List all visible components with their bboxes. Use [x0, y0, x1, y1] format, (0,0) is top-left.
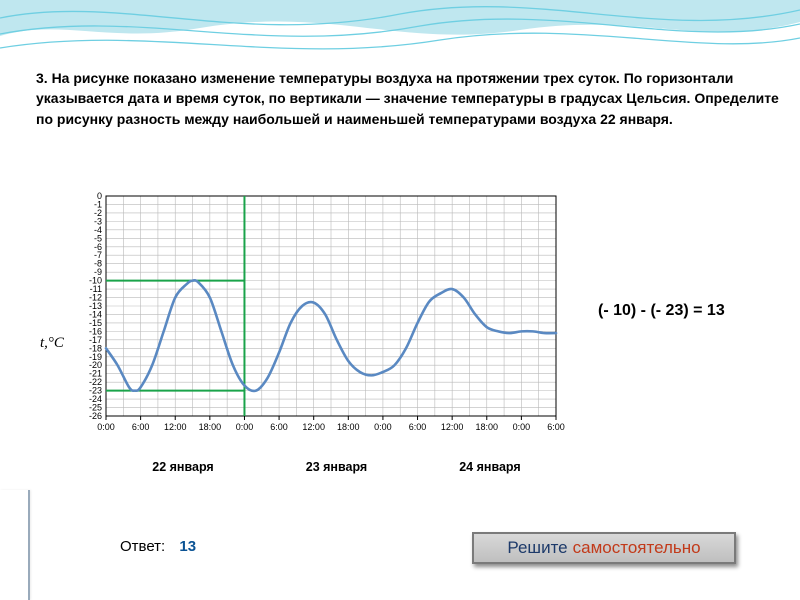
- date-labels: 22 января 23 января 24 января: [108, 460, 565, 474]
- date-3: 24 января: [415, 460, 565, 474]
- calc-result: = 13: [693, 302, 725, 319]
- svg-text:0:00: 0:00: [374, 422, 392, 432]
- svg-text:12:00: 12:00: [164, 422, 187, 432]
- svg-text:6:00: 6:00: [270, 422, 288, 432]
- svg-text:0:00: 0:00: [97, 422, 115, 432]
- temperature-chart: 0-1-2-3-4-5-6-7-8-9-10-11-12-13-14-15-16…: [36, 186, 576, 446]
- button-text-1: Решите: [507, 538, 567, 558]
- calc-lhs: (- 10) - (- 23): [598, 302, 689, 319]
- svg-text:0:00: 0:00: [236, 422, 254, 432]
- left-page-edge: [0, 490, 30, 600]
- date-1: 22 января: [108, 460, 258, 474]
- svg-text:-26: -26: [89, 411, 102, 421]
- problem-text: 3. На рисунке показано изменение темпера…: [36, 68, 784, 129]
- svg-text:6:00: 6:00: [132, 422, 150, 432]
- date-2: 23 января: [261, 460, 411, 474]
- chart-container: 0-1-2-3-4-5-6-7-8-9-10-11-12-13-14-15-16…: [36, 186, 576, 446]
- svg-text:12:00: 12:00: [302, 422, 325, 432]
- svg-text:18:00: 18:00: [476, 422, 499, 432]
- answer-row: Ответ: 13: [120, 538, 196, 555]
- answer-value: 13: [179, 538, 196, 555]
- svg-text:18:00: 18:00: [337, 422, 360, 432]
- svg-text:6:00: 6:00: [409, 422, 427, 432]
- button-text-2: самостоятельно: [573, 538, 701, 558]
- svg-text:6:00: 6:00: [547, 422, 565, 432]
- svg-text:0:00: 0:00: [513, 422, 531, 432]
- answer-label: Ответ:: [120, 538, 165, 555]
- calculation-expression: (- 10) - (- 23) = 13: [598, 302, 725, 320]
- header-wave: [0, 0, 800, 62]
- solve-yourself-button[interactable]: Решите самостоятельно: [472, 532, 736, 564]
- svg-text:18:00: 18:00: [199, 422, 222, 432]
- svg-text:12:00: 12:00: [441, 422, 464, 432]
